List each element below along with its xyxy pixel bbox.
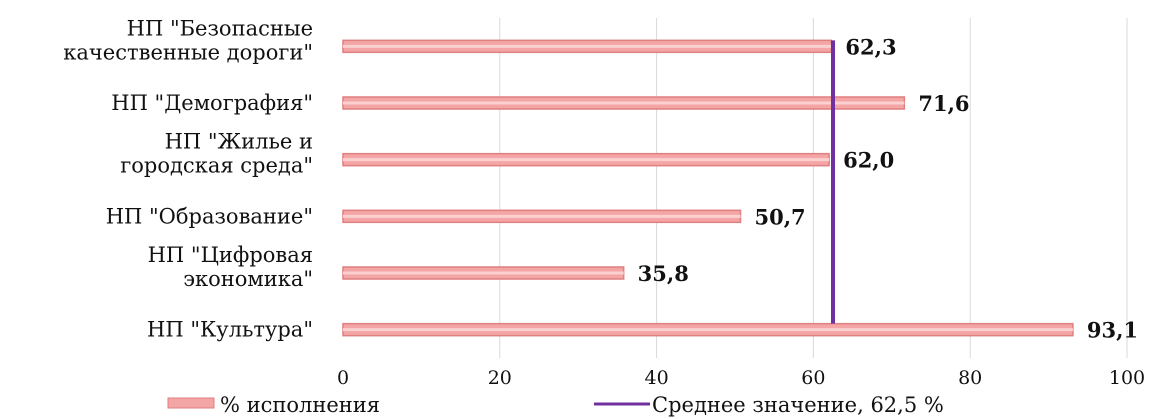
legend: % исполнения Среднее значение, 62,5 % [167,393,944,417]
x-tick-label: 40 [645,367,669,389]
x-tick-label: 80 [958,367,982,389]
data-label: 62,3 [845,34,896,59]
gridlines [499,18,1128,358]
category-label: НП "Культура" [147,318,313,342]
data-label: 35,8 [638,261,689,286]
x-tick-labels: 0 20 40 60 80 100 [337,367,1145,389]
category-label: НП "Безопасные качественные дороги" [63,16,313,64]
data-label: 93,1 [1087,318,1138,343]
x-tick-label: 100 [1109,367,1145,389]
data-labels: 62,3 71,6 62,0 50,7 35,8 93,1 [638,34,1138,342]
data-label: 50,7 [754,204,805,229]
x-tick-label: 0 [337,367,349,389]
category-label: НП "Образование" [106,204,313,228]
legend-line-label: Среднее значение, 62,5 % [652,393,944,417]
x-tick-label: 20 [488,367,512,389]
data-label: 71,6 [918,91,969,116]
bars [342,39,1074,337]
legend-bar-swatch [167,397,215,409]
category-label: НП "Жилье и городская среда" [120,130,313,178]
data-label: 62,0 [843,148,894,173]
category-labels: НП "Безопасные качественные дороги" НП "Де… [63,16,313,341]
x-tick-label: 60 [801,367,825,389]
legend-bar-label: % исполнения [220,393,380,417]
category-label: НП "Демография" [111,91,313,115]
category-label: НП "Цифровая экономика" [148,243,313,291]
